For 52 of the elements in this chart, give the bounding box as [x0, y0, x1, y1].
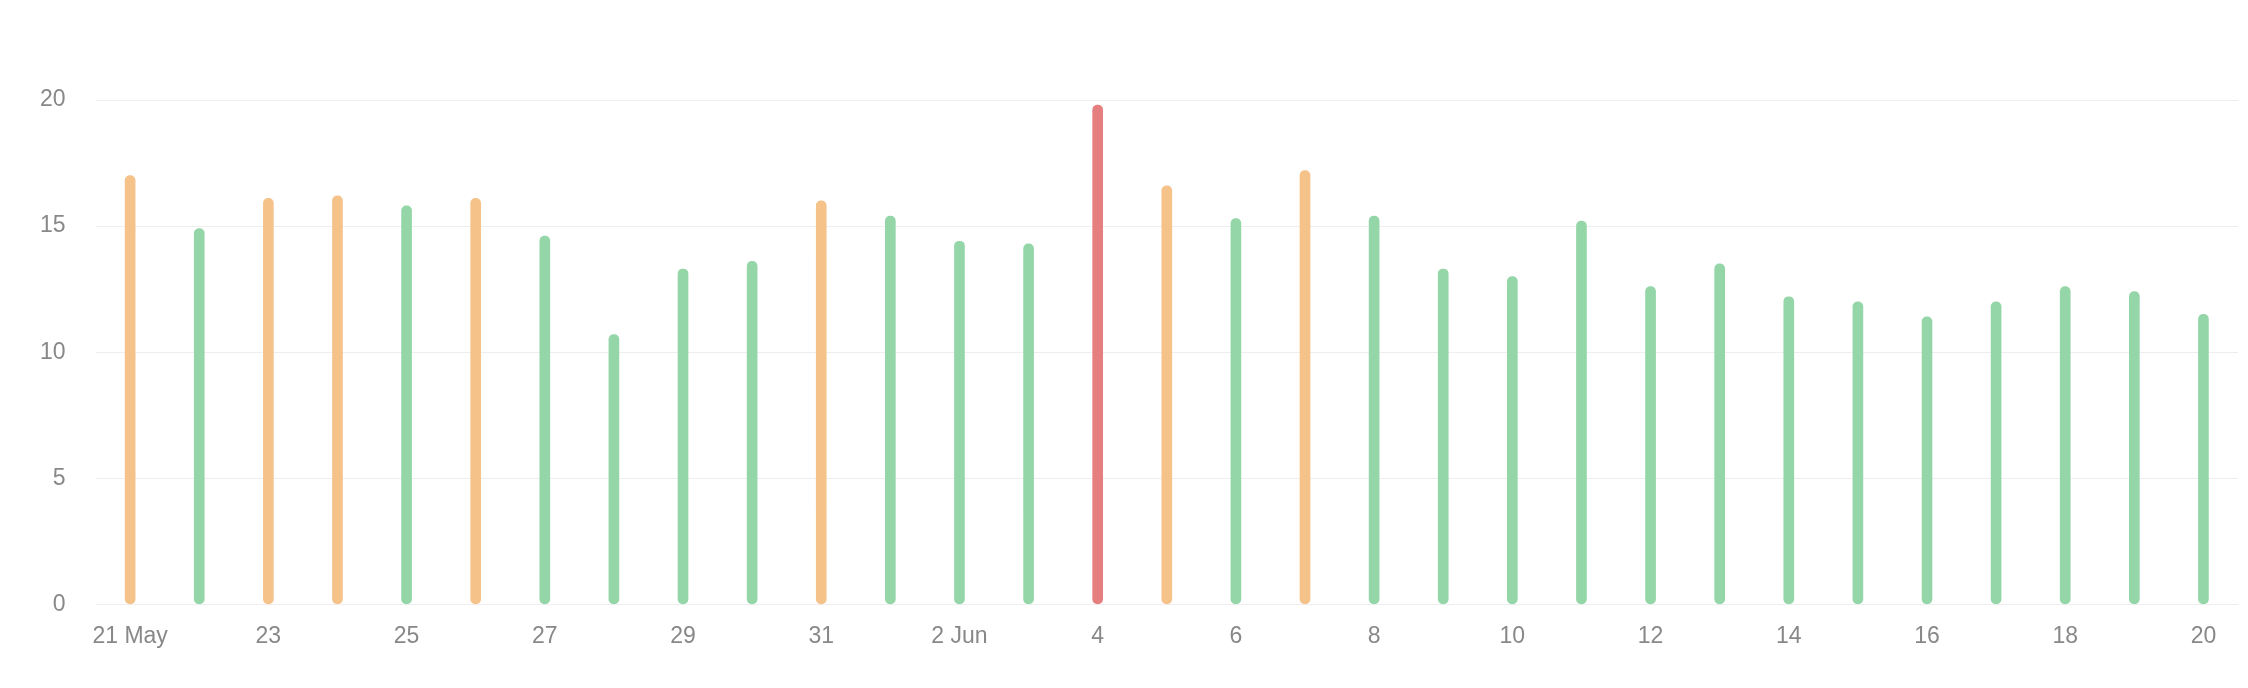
- y-tick-label: 0: [52, 589, 66, 616]
- bar: [2198, 314, 2209, 605]
- x-tick-label: 12: [1637, 621, 1664, 648]
- bar: [1576, 220, 1587, 605]
- bar: [815, 200, 827, 605]
- bar: [1437, 268, 1449, 605]
- bar: [1714, 263, 1725, 605]
- bar: [1299, 170, 1311, 605]
- bar: [1783, 296, 1795, 605]
- bar: [2129, 291, 2140, 605]
- x-tick-label: 20: [2190, 621, 2217, 648]
- x-tick-label: 23: [255, 621, 282, 648]
- bar: [1368, 215, 1380, 605]
- bar: [608, 334, 620, 605]
- bar: [332, 195, 343, 605]
- bar: [1092, 104, 1104, 605]
- x-tick-label: 21 May: [92, 621, 169, 648]
- bar: [401, 205, 412, 605]
- bar: [263, 198, 274, 605]
- y-tick-label: 20: [39, 85, 66, 112]
- y-tick-label: 10: [39, 337, 66, 364]
- y-tick-label: 15: [39, 211, 66, 238]
- bar: [1645, 286, 1656, 605]
- x-tick-label: 8: [1367, 621, 1381, 648]
- bar: [193, 228, 205, 605]
- bar: [1852, 301, 1864, 605]
- bar: [1230, 218, 1242, 605]
- bar: [1161, 185, 1173, 605]
- x-tick-label: 16: [1914, 621, 1940, 648]
- bar: [746, 261, 758, 605]
- x-tick-label: 25: [393, 621, 420, 648]
- bar: [885, 215, 896, 605]
- x-tick-label: 14: [1775, 621, 1802, 648]
- x-tick-label: 29: [670, 621, 696, 648]
- x-tick-label: 10: [1499, 621, 1526, 648]
- x-tick-label: 4: [1091, 621, 1105, 648]
- bar: [124, 175, 136, 605]
- y-tick-label: 5: [52, 463, 66, 490]
- bar: [1990, 301, 2002, 605]
- bar: [1507, 276, 1518, 605]
- bar: [677, 268, 689, 605]
- x-tick-label: 2 Jun: [931, 621, 988, 648]
- bar: [1921, 316, 1933, 605]
- x-tick-label: 31: [808, 621, 835, 648]
- bar: [2059, 286, 2071, 605]
- x-tick-label: 6: [1229, 621, 1243, 648]
- bar: [539, 235, 551, 605]
- x-tick-label: 27: [532, 621, 558, 648]
- x-tick-label: 18: [2052, 621, 2079, 648]
- bar: [470, 198, 482, 605]
- bar: [954, 240, 965, 605]
- bar: [1023, 243, 1034, 605]
